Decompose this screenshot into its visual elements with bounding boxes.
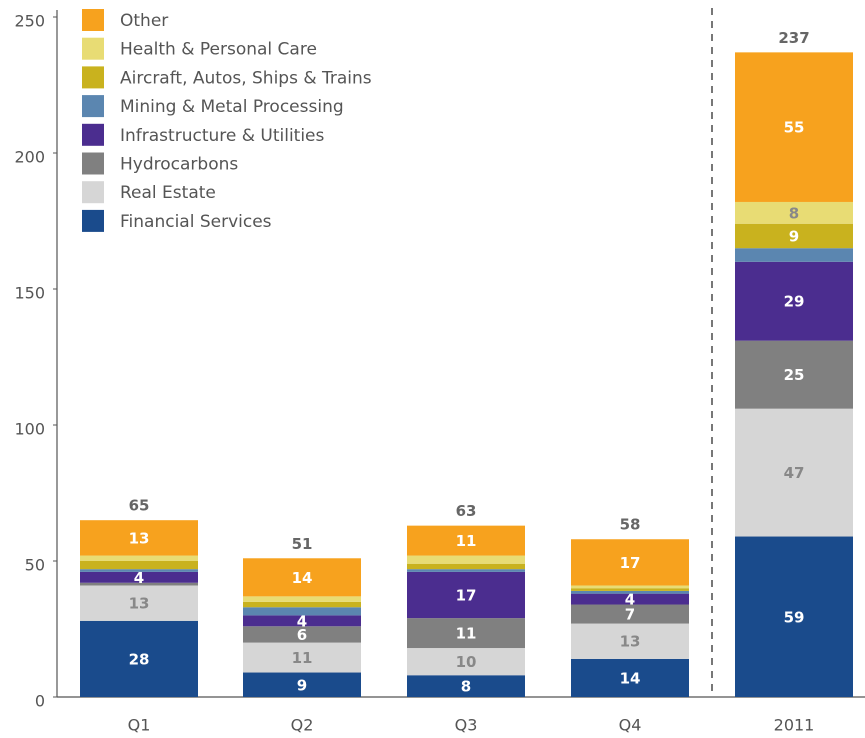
- value-label: 6: [297, 626, 307, 644]
- total-label: 65: [129, 497, 150, 515]
- bar-segment: [571, 590, 689, 594]
- total-label: 58: [620, 516, 641, 534]
- bar-segment: [407, 618, 525, 649]
- y-tick-label: 50: [25, 556, 45, 575]
- bar-segment: [571, 539, 689, 586]
- legend-swatch: [82, 9, 104, 31]
- legend-swatch: [82, 37, 104, 60]
- bar-segment: [407, 571, 525, 619]
- bar-segment: [571, 593, 689, 605]
- y-tick-label: 100: [14, 420, 45, 439]
- value-label: 47: [784, 464, 805, 482]
- bar-segment: [407, 525, 525, 556]
- bar-segment: [243, 558, 361, 597]
- value-label: 13: [129, 595, 150, 613]
- legend-swatch: [82, 123, 104, 146]
- legend-label: Hydrocarbons: [120, 155, 238, 175]
- bar-segment: [407, 555, 525, 564]
- value-label: 11: [292, 649, 313, 667]
- bar-segment: [243, 615, 361, 627]
- x-tick-label: Q2: [291, 716, 314, 735]
- bar-segment: [735, 248, 853, 262]
- x-tick-label: Q1: [128, 716, 151, 735]
- value-label: 13: [620, 633, 641, 651]
- legend-swatch: [82, 181, 104, 204]
- y-tick-label: 250: [14, 12, 45, 31]
- bar-segment: [407, 563, 525, 570]
- value-label: 11: [456, 532, 477, 550]
- bar-segment: [571, 588, 689, 591]
- y-tick-label: 150: [14, 284, 45, 303]
- bar-segment: [735, 52, 853, 202]
- value-label: 17: [620, 554, 641, 572]
- x-tick-label: Q3: [455, 716, 478, 735]
- bar-segment: [735, 340, 853, 409]
- legend-label: Financial Services: [120, 212, 272, 232]
- legend-label: Aircraft, Autos, Ships & Trains: [120, 68, 372, 88]
- bar-segment: [571, 623, 689, 659]
- bar-segment: [571, 585, 689, 589]
- x-tick-label: 2011: [774, 716, 815, 735]
- bar-segment: [407, 569, 525, 572]
- bar-segment: [243, 601, 361, 608]
- legend-label: Other: [120, 11, 168, 31]
- value-label: 55: [784, 119, 805, 137]
- value-label: 7: [625, 606, 635, 624]
- bar-segment: [243, 626, 361, 643]
- bar-segment: [735, 201, 853, 224]
- x-tick-label: Q4: [619, 716, 642, 735]
- bar-segment: [243, 607, 361, 616]
- bar-segment: [571, 604, 689, 624]
- value-label: 11: [456, 625, 477, 643]
- legend-label: Health & Personal Care: [120, 40, 317, 60]
- bar-segment: [735, 408, 853, 537]
- value-label: 4: [625, 591, 635, 609]
- value-label: 13: [129, 529, 150, 547]
- legend-swatch: [82, 209, 104, 232]
- value-label: 10: [456, 653, 477, 671]
- value-label: 8: [789, 204, 799, 222]
- bar-segment: [407, 675, 525, 697]
- value-label: 17: [456, 587, 477, 605]
- legend-label: Real Estate: [120, 183, 216, 203]
- bar-segment: [80, 585, 198, 621]
- bar-segment: [80, 582, 198, 586]
- bar-segment: [80, 520, 198, 556]
- bar-segment: [80, 620, 198, 697]
- value-label: 4: [297, 612, 307, 630]
- bar-segment: [80, 569, 198, 572]
- value-label: 4: [134, 569, 144, 587]
- bar-segment: [243, 672, 361, 697]
- value-label: 9: [789, 227, 799, 245]
- value-label: 25: [784, 366, 805, 384]
- legend-label: Mining & Metal Processing: [120, 97, 344, 117]
- bar-segment: [243, 642, 361, 673]
- legend-swatch: [82, 152, 104, 175]
- bar-segment: [571, 658, 689, 697]
- bar-segment: [735, 536, 853, 697]
- bar-segment: [243, 596, 361, 602]
- y-tick-label: 0: [35, 692, 45, 711]
- total-label: 237: [778, 29, 809, 47]
- value-label: 29: [784, 293, 805, 311]
- bar-segment: [735, 261, 853, 341]
- bar-segment: [735, 223, 853, 249]
- value-label: 14: [292, 569, 313, 587]
- bar-segment: [407, 648, 525, 676]
- value-label: 28: [129, 650, 150, 668]
- bar-segment: [80, 555, 198, 561]
- total-label: 51: [292, 535, 313, 553]
- bar-segment: [80, 561, 198, 570]
- y-tick-label: 200: [14, 148, 45, 167]
- value-label: 8: [461, 678, 471, 696]
- value-label: 59: [784, 608, 805, 626]
- legend-swatch: [82, 66, 104, 89]
- total-label: 63: [456, 502, 477, 520]
- value-label: 14: [620, 669, 641, 687]
- legend-label: Infrastructure & Utilities: [120, 126, 325, 146]
- legend-swatch: [82, 95, 104, 118]
- bar-segment: [80, 571, 198, 583]
- value-label: 9: [297, 676, 307, 694]
